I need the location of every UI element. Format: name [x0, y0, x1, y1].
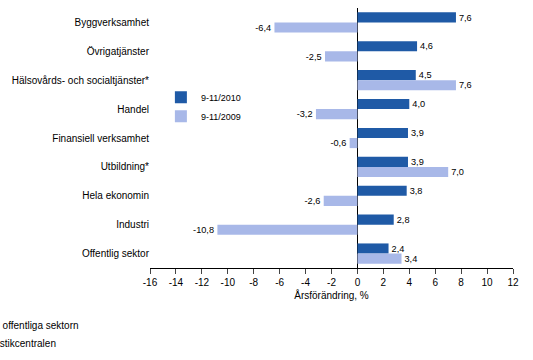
svg-text:Hela ekonomin: Hela ekonomin: [82, 190, 149, 201]
svg-text:Industri: Industri: [116, 219, 149, 230]
svg-text:Byggverksamhet: Byggverksamhet: [75, 17, 150, 28]
svg-text:Övrigatjänster: Övrigatjänster: [87, 46, 150, 57]
svg-text:3,4: 3,4: [405, 254, 418, 264]
svg-text:2,8: 2,8: [397, 215, 410, 225]
svg-text:4,0: 4,0: [412, 99, 425, 109]
svg-text:-6,4: -6,4: [255, 23, 271, 33]
svg-text:Källa: Statistikcentralen: Källa: Statistikcentralen: [0, 338, 56, 349]
svg-text:12: 12: [507, 277, 519, 288]
svg-text:Offentlig sektor: Offentlig sektor: [82, 248, 150, 259]
svg-text:7,6: 7,6: [459, 13, 472, 23]
svg-text:-10: -10: [221, 277, 236, 288]
svg-text:Finansiell verksamhet: Finansiell verksamhet: [52, 133, 149, 144]
svg-text:-12: -12: [195, 277, 210, 288]
svg-text:-2: -2: [327, 277, 336, 288]
svg-text:-8: -8: [249, 277, 258, 288]
svg-text:3,9: 3,9: [411, 128, 424, 138]
svg-text:7,0: 7,0: [451, 167, 464, 177]
svg-text:-4: -4: [301, 277, 310, 288]
svg-text:8: 8: [458, 277, 464, 288]
svg-text:4,6: 4,6: [420, 41, 433, 51]
svg-text:Utbildning*: Utbildning*: [101, 161, 149, 172]
svg-text:4: 4: [407, 277, 413, 288]
svg-text:3,8: 3,8: [410, 186, 423, 196]
svg-text:10: 10: [482, 277, 494, 288]
svg-text:9-11/2010: 9-11/2010: [201, 93, 241, 103]
svg-text:3,9: 3,9: [411, 157, 424, 167]
svg-text:2: 2: [381, 277, 387, 288]
svg-text:Hälsovårds- och socialtjänster: Hälsovårds- och socialtjänster*: [12, 75, 149, 86]
svg-text:* Exkl. den offentliga sektorn: * Exkl. den offentliga sektorn: [0, 320, 79, 331]
svg-text:-16: -16: [143, 277, 158, 288]
svg-text:-0,6: -0,6: [330, 138, 346, 148]
svg-text:Handel: Handel: [117, 104, 149, 115]
svg-text:4,5: 4,5: [419, 70, 432, 80]
svg-text:6: 6: [432, 277, 438, 288]
svg-text:Årsförändring, %: Årsförändring, %: [294, 289, 369, 301]
svg-text:-10,8: -10,8: [193, 225, 214, 235]
svg-text:-2,5: -2,5: [306, 52, 322, 62]
svg-text:-6: -6: [275, 277, 284, 288]
svg-text:9-11/2009: 9-11/2009: [201, 112, 241, 122]
svg-text:7,6: 7,6: [459, 80, 472, 90]
svg-text:0: 0: [355, 277, 361, 288]
svg-text:-14: -14: [169, 277, 184, 288]
svg-text:-2,6: -2,6: [304, 196, 320, 206]
svg-text:2,4: 2,4: [392, 244, 405, 254]
svg-text:-3,2: -3,2: [297, 109, 313, 119]
